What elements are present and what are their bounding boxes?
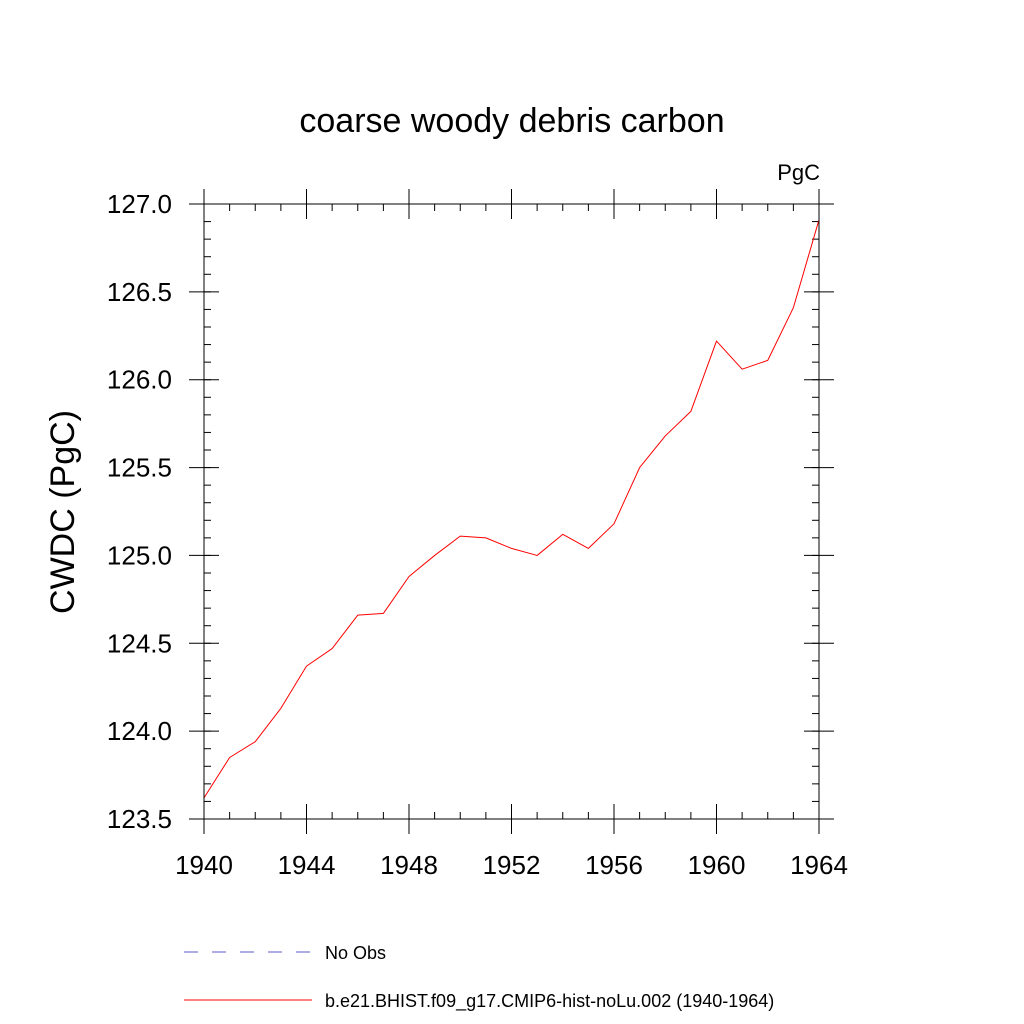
data-point xyxy=(280,707,282,709)
x-tick-label: 1964 xyxy=(790,850,848,880)
data-point xyxy=(562,533,564,535)
data-point xyxy=(305,665,307,667)
x-tick-label: 1956 xyxy=(585,850,643,880)
data-point xyxy=(408,575,410,577)
series-line-0 xyxy=(203,219,820,799)
data-point xyxy=(459,535,461,537)
series-layer xyxy=(203,219,820,799)
data-point xyxy=(715,340,717,342)
y-tick-label: 125.0 xyxy=(107,540,172,570)
x-tick-label: 1948 xyxy=(380,850,438,880)
legend: No Obs b.e21.BHIST.f09_g17.CMIP6-hist-noL… xyxy=(184,943,774,1012)
y-tick-label: 124.0 xyxy=(107,716,172,746)
y-tick-label: 127.0 xyxy=(107,189,172,219)
legend-item: No Obs xyxy=(184,943,386,963)
data-point xyxy=(613,523,615,525)
units-label: PgC xyxy=(777,160,820,185)
legend-label: No Obs xyxy=(325,943,386,963)
plot-frame xyxy=(203,203,820,820)
x-tick-labels: 1940 1944 1948 1952 1956 1960 1964 xyxy=(175,850,848,880)
data-point xyxy=(664,435,666,437)
data-point xyxy=(690,410,692,412)
data-point xyxy=(767,359,769,361)
y-tick-label: 123.5 xyxy=(107,804,172,834)
data-point xyxy=(536,554,538,556)
legend-label: b.e21.BHIST.f09_g17.CMIP6-hist-noLu.002 … xyxy=(325,991,774,1012)
major-ticks xyxy=(189,189,834,834)
data-point xyxy=(792,306,794,308)
data-point xyxy=(331,647,333,649)
y-tick-label: 125.5 xyxy=(107,453,172,483)
data-point xyxy=(510,547,512,549)
x-tick-label: 1944 xyxy=(278,850,336,880)
data-point xyxy=(587,547,589,549)
data-point xyxy=(433,554,435,556)
data-point xyxy=(485,537,487,539)
minor-ticks xyxy=(203,203,820,820)
x-tick-label: 1940 xyxy=(175,850,233,880)
legend-item: b.e21.BHIST.f09_g17.CMIP6-hist-noLu.002 … xyxy=(184,991,774,1012)
x-tick-label: 1952 xyxy=(483,850,541,880)
y-tick-label: 126.0 xyxy=(107,365,172,395)
data-point xyxy=(228,756,230,758)
y-tick-label: 124.5 xyxy=(107,628,172,658)
y-tick-label: 126.5 xyxy=(107,277,172,307)
chart-title: coarse woody debris carbon xyxy=(299,102,724,140)
y-axis-label: CWDC (PgC) xyxy=(44,410,82,614)
data-point xyxy=(741,368,743,370)
data-point xyxy=(254,740,256,742)
x-tick-label: 1960 xyxy=(688,850,746,880)
data-point xyxy=(638,466,640,468)
data-point xyxy=(357,614,359,616)
y-tick-labels: 123.5 124.0 124.5 125.0 125.5 126.0 126.5 127.0 xyxy=(107,189,172,834)
data-point xyxy=(382,612,384,614)
